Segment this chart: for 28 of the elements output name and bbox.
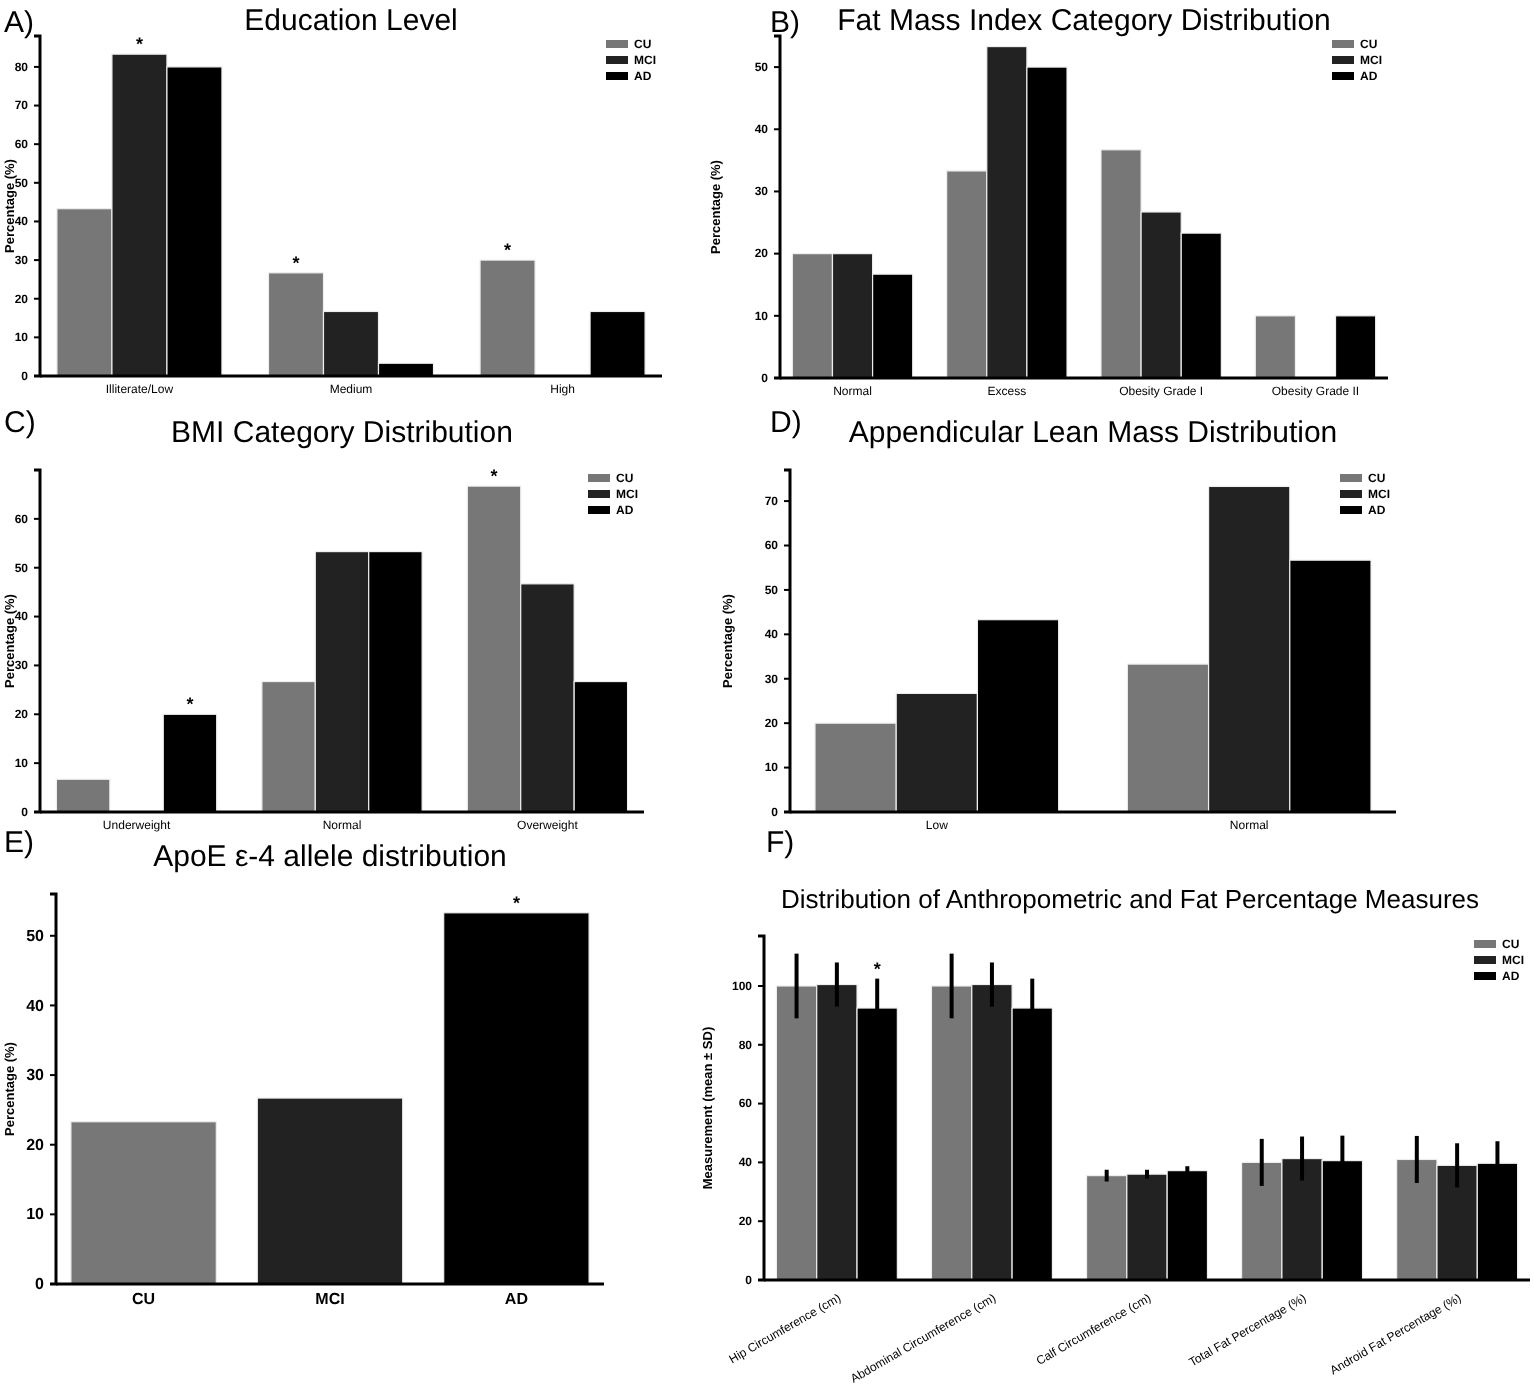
chart-title: BMI Category Distribution	[171, 416, 513, 450]
text: A)	[4, 6, 35, 40]
annotation: *	[135, 34, 144, 55]
chart-title: Appendicular Lean Mass Distribution	[848, 416, 1338, 450]
y-tick-label: 0	[35, 1275, 46, 1294]
y-tick-label: 10	[26, 1205, 46, 1224]
annotation: *	[186, 694, 195, 715]
x-tick-label: CU	[132, 1290, 156, 1309]
annotation: B)	[770, 6, 801, 40]
annotation: *	[490, 466, 499, 487]
annotation: *	[512, 892, 521, 913]
y-tick-label: 20	[26, 1135, 46, 1154]
chart-title: Distribution of Anthropometric and Fat Percentage Measures	[780, 884, 1481, 914]
y-tick-label: 30	[26, 1066, 46, 1085]
text: E)	[4, 826, 35, 860]
x-tick-label: MCI	[315, 1290, 345, 1309]
chart-title: Education Level	[244, 4, 458, 38]
text: D)	[770, 406, 802, 440]
chart-title: ApoE ε-4 allele distribution	[153, 840, 507, 874]
text: C)	[4, 406, 36, 440]
y-tick-label: 50	[26, 926, 46, 945]
chart-title: Fat Mass Index Category Distribution	[837, 4, 1331, 38]
x-tick-label: AD	[504, 1290, 529, 1309]
y-tick-label: 40	[26, 996, 46, 1015]
annotation: *	[873, 958, 882, 979]
text: F)	[766, 826, 795, 860]
annotation: *	[292, 252, 301, 273]
annotation: *	[504, 240, 513, 261]
